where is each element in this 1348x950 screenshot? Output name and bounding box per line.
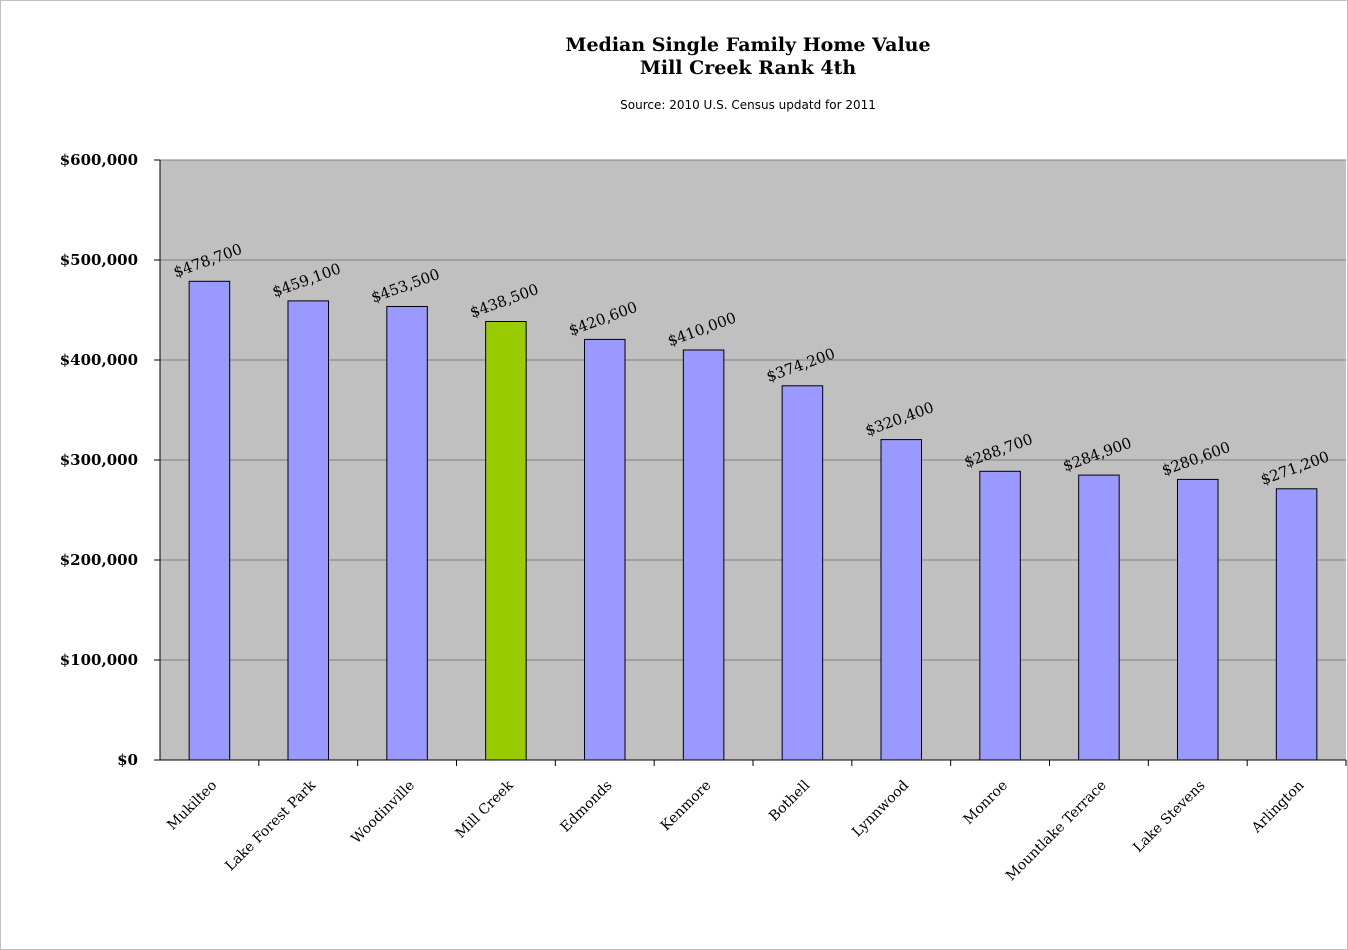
y-tick-label: $200,000 [60, 551, 138, 569]
y-tick-label: $600,000 [60, 151, 138, 169]
bar [583, 338, 626, 761]
bar [287, 300, 330, 761]
y-tick-label: $500,000 [60, 251, 138, 269]
y-tick-label: $100,000 [60, 651, 138, 669]
x-tick-label: Mukilteo [164, 778, 220, 834]
bar [880, 439, 923, 761]
x-tick-label: Monroe [961, 778, 1011, 828]
bar [188, 280, 231, 761]
bar [682, 349, 725, 761]
y-tick-label: $400,000 [60, 351, 138, 369]
chart-subtitle: Source: 2010 U.S. Census updatd for 2011 [620, 98, 876, 112]
x-tick-label: Kenmore [658, 778, 715, 835]
bar [781, 385, 824, 761]
chart-title: Median Single Family Home Value Mill Cre… [0, 34, 1348, 80]
x-tick-label: Mountlake Terrace [1003, 778, 1110, 885]
bar [1275, 488, 1318, 761]
x-tick-label: Mill Creek [453, 777, 517, 841]
x-tick-label: Edmonds [558, 778, 616, 836]
bar [485, 321, 527, 761]
x-tick-label: Lake Stevens [1130, 778, 1208, 856]
bar [979, 470, 1021, 761]
chart-title-line1: Median Single Family Home Value [565, 34, 931, 56]
x-tick-label: Arlington [1248, 778, 1307, 837]
x-tick-label: Woodinville [348, 778, 418, 848]
y-tick-label: $300,000 [60, 451, 138, 469]
bar [386, 306, 428, 761]
x-tick-label: Lynnwood [849, 777, 912, 840]
chart-title-line2: Mill Creek Rank 4th [639, 57, 857, 79]
bar [1078, 474, 1120, 761]
x-tick-label: Bothell [766, 777, 813, 824]
bar [1176, 478, 1219, 761]
x-tick-label: Lake Forest Park [222, 777, 319, 874]
y-tick-label: $0 [117, 751, 138, 769]
